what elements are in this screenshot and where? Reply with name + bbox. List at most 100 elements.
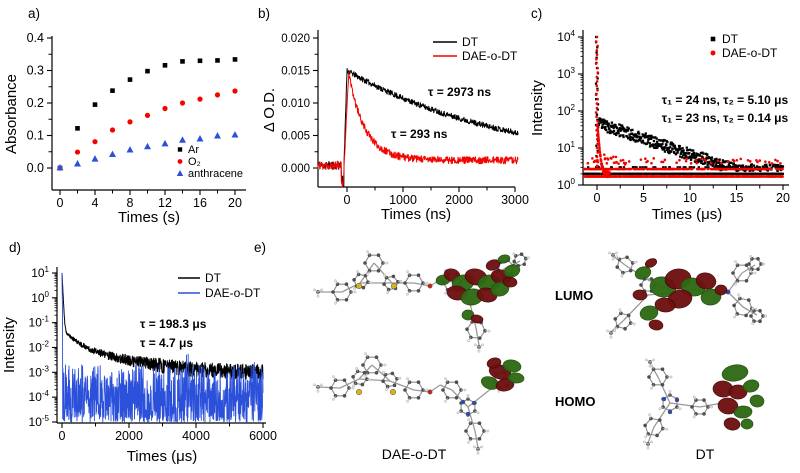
svg-text:O₂: O₂ — [188, 156, 201, 168]
chart-a-axes: 0 4 8 12 16 20 0.0 0.1 0.2 0.3 0.4 Times (s) Absorba… — [3, 31, 246, 226]
svg-text:Times (ns): Times (ns) — [381, 206, 451, 223]
chart-panel-d-phosphorescence-decay: 0 2000 4000 6000 101 100 10-1 10-2 10-3 10-4 10-5 T… — [0, 235, 280, 473]
svg-text:10-2: 10-2 — [29, 339, 50, 354]
svg-text:anthracene: anthracene — [188, 168, 243, 180]
svg-text:Intensity: Intensity — [529, 80, 546, 136]
svg-text:0.0: 0.0 — [27, 161, 44, 175]
svg-text:0.015: 0.015 — [281, 66, 310, 78]
panel-label-e: e) — [254, 240, 267, 255]
chart-b-axes: 0 1000 2000 3000 0.000 0.005 0.010 0.015 0.020 Ti… — [261, 30, 529, 223]
svg-text:DAE-o-DT: DAE-o-DT — [722, 46, 778, 60]
svg-text:τ₁ = 23 ns, τ₂ = 0.14 μs: τ₁ = 23 ns, τ₂ = 0.14 μs — [662, 111, 789, 125]
svg-text:20: 20 — [776, 191, 790, 205]
chart-c-annotations: τ₁ = 24 ns, τ₂ = 5.10 μs τ₁ = 23 ns, τ₂ =… — [662, 93, 789, 125]
chart-a-series-O — [57, 88, 238, 171]
dt-lumo-molecule — [606, 251, 768, 339]
svg-text:0: 0 — [59, 429, 66, 443]
svg-text:0.2: 0.2 — [27, 96, 44, 110]
dae-o-dt-homo-molecule — [313, 352, 525, 455]
svg-text:DAE-o-DT: DAE-o-DT — [205, 286, 261, 300]
svg-text:τ = 2973 ns: τ = 2973 ns — [428, 85, 491, 99]
svg-text:6000: 6000 — [249, 429, 277, 443]
svg-text:10-4: 10-4 — [29, 389, 50, 404]
svg-text:τ = 198.3 μs: τ = 198.3 μs — [140, 317, 207, 331]
svg-text:Ar: Ar — [188, 144, 199, 156]
svg-text:0.005: 0.005 — [281, 131, 310, 143]
svg-text:0: 0 — [344, 193, 351, 207]
dae-o-dt-lumo-molecule — [313, 250, 530, 353]
svg-text:0: 0 — [594, 191, 601, 205]
svg-text:1000: 1000 — [389, 193, 417, 207]
svg-text:0.1: 0.1 — [27, 129, 44, 143]
chart-b-series-DAE-o-DT — [317, 71, 519, 188]
svg-text:0: 0 — [57, 196, 64, 210]
svg-text:102: 102 — [557, 103, 575, 118]
chart-c-svg: 0 5 10 15 20 100 101 102 103 104 Times (μs) Intensi… — [529, 29, 790, 223]
svg-text:τ₁ = 24 ns, τ₂ = 5.10 μs: τ₁ = 24 ns, τ₂ = 5.10 μs — [662, 93, 789, 107]
svg-text:0.4: 0.4 — [27, 31, 44, 45]
svg-text:10-3: 10-3 — [29, 364, 50, 379]
panel-label-d: d) — [9, 240, 22, 255]
svg-text:Intensity: Intensity — [1, 317, 18, 373]
svg-text:Δ O.D.: Δ O.D. — [261, 88, 278, 132]
chart-panel-b-transient-absorption: 0 1000 2000 3000 0.000 0.005 0.010 0.015 0.020 Ti… — [250, 0, 529, 235]
svg-text:0.3: 0.3 — [27, 64, 44, 78]
svg-text:100: 100 — [557, 177, 575, 192]
chart-d-svg: 0 2000 4000 6000 101 100 10-1 10-2 10-3 10-4 10-5 T… — [1, 265, 277, 465]
chart-a-series-anthracene — [56, 131, 239, 171]
svg-text:4000: 4000 — [182, 429, 210, 443]
panel-e-orbital-images: LUMO HOMO DAE-o-DT DT — [280, 235, 800, 473]
svg-text:τ = 293 ns: τ = 293 ns — [391, 127, 448, 141]
svg-text:20: 20 — [228, 196, 242, 210]
svg-text:100: 100 — [31, 290, 49, 305]
svg-text:0.020: 0.020 — [281, 33, 310, 45]
svg-text:3000: 3000 — [501, 193, 529, 207]
chart-b-annotations: τ = 2973 ns τ = 293 ns — [391, 85, 491, 141]
svg-text:4: 4 — [92, 196, 99, 210]
svg-text:101: 101 — [557, 140, 575, 155]
svg-text:15: 15 — [730, 191, 744, 205]
svg-text:10-1: 10-1 — [29, 315, 50, 330]
svg-text:Times (s): Times (s) — [118, 209, 180, 226]
chart-d-series-DAE-o-DT — [61, 272, 264, 423]
svg-text:12: 12 — [158, 196, 172, 210]
dt-homo-molecule — [643, 358, 765, 450]
svg-text:2000: 2000 — [115, 429, 143, 443]
svg-text:16: 16 — [193, 196, 207, 210]
svg-text:5: 5 — [640, 191, 647, 205]
panel-label-c: c) — [531, 6, 543, 21]
lumo-label: LUMO — [555, 288, 594, 303]
svg-text:Times (μs): Times (μs) — [127, 448, 198, 465]
svg-text:103: 103 — [557, 66, 575, 81]
svg-text:104: 104 — [557, 29, 575, 44]
homo-label: HOMO — [555, 394, 596, 409]
svg-text:DT: DT — [722, 32, 739, 46]
chart-b-series-DT — [317, 68, 519, 188]
panel-label-a: a) — [28, 6, 41, 21]
dae-o-dt-molecule-label: DAE-o-DT — [381, 446, 447, 462]
svg-text:101: 101 — [31, 265, 49, 280]
chart-panel-c-fluorescence-decay: 0 5 10 15 20 100 101 102 103 104 Times (μs) Intensi… — [515, 0, 800, 235]
svg-text:10: 10 — [683, 191, 697, 205]
chart-d-annotations: τ = 198.3 μs τ = 4.7 μs — [140, 317, 207, 350]
chart-b-svg: 0 1000 2000 3000 0.000 0.005 0.010 0.015 0.020 Ti… — [261, 30, 529, 223]
panel-label-b: b) — [258, 6, 271, 21]
svg-text:Times (μs): Times (μs) — [652, 206, 723, 223]
svg-text:DT: DT — [205, 271, 222, 285]
orbital-images-svg — [313, 250, 768, 455]
svg-text:10-5: 10-5 — [29, 414, 50, 429]
chart-d-axes: 0 2000 4000 6000 101 100 10-1 10-2 10-3 10-4 10-5 T… — [1, 265, 277, 465]
svg-text:0.000: 0.000 — [281, 163, 310, 175]
chart-c-series-DAE-o-DT — [582, 35, 784, 179]
dt-molecule-label: DT — [695, 446, 715, 462]
svg-text:DAE-o-DT: DAE-o-DT — [462, 49, 518, 63]
svg-text:τ = 4.7 μs: τ = 4.7 μs — [140, 336, 193, 350]
svg-text:Absorbance: Absorbance — [3, 74, 20, 154]
svg-text:0.010: 0.010 — [281, 98, 310, 110]
chart-a-svg: 0 4 8 12 16 20 0.0 0.1 0.2 0.3 0.4 Times (s) Absorba… — [3, 31, 246, 226]
